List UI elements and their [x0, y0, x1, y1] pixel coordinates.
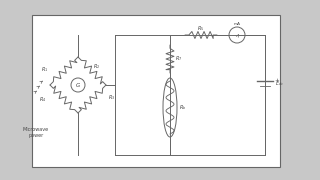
Text: $R_7$: $R_7$ [175, 55, 182, 64]
Text: +: + [274, 78, 279, 82]
Text: Microwave
power: Microwave power [23, 127, 49, 138]
Text: G: G [76, 82, 80, 87]
Text: $R_3$: $R_3$ [108, 93, 115, 102]
Text: $R_5$: $R_5$ [197, 24, 204, 33]
Text: $R_2$: $R_2$ [93, 62, 100, 71]
Text: $R_1$: $R_1$ [41, 66, 48, 75]
Text: $R_4$: $R_4$ [39, 95, 46, 104]
Text: mA: mA [234, 22, 241, 26]
Text: $R_b$: $R_b$ [179, 103, 186, 112]
Text: $E_{dc}$: $E_{dc}$ [275, 80, 284, 88]
FancyBboxPatch shape [32, 15, 280, 167]
